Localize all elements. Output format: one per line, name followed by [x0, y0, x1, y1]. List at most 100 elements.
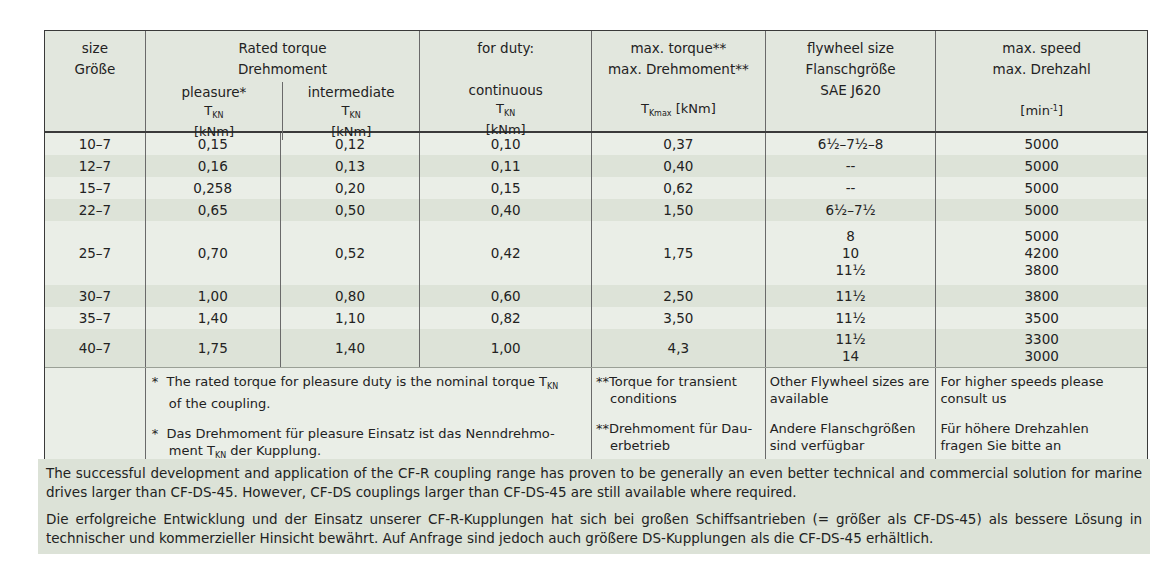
- header-flywheel-size: flywheel size Flanschgröße SAE J620: [766, 31, 937, 131]
- cell-max-torque: 3,50: [592, 307, 766, 329]
- table-row: 40–7 1,75 1,40 1,00 4,3 11½ 14 3300 3000: [45, 329, 1147, 367]
- table-row: 12–7 0,16 0,13 0,11 0,40 -- 5000: [45, 155, 1147, 177]
- cell-pleasure: 0,16: [146, 155, 281, 177]
- cell-size: 10–7: [45, 133, 146, 155]
- cell-speed: 5000 4200 3800: [936, 221, 1147, 285]
- cell-flywheel: 11½: [766, 307, 937, 329]
- cell-intermediate: 0,20: [281, 177, 421, 199]
- footnote-rated-en: * The rated torque for pleasure duty is …: [152, 373, 585, 412]
- tkn-symbol: TKN: [342, 103, 361, 124]
- header-size: size Größe: [45, 31, 146, 131]
- cell-max-torque: 0,62: [592, 177, 766, 199]
- footnote-speed-de: Für höhere Drehzahlen fragen Sie bitte a…: [940, 420, 1143, 454]
- cell-continuous: 1,00: [420, 329, 592, 367]
- tkn-symbol: TKN: [496, 101, 515, 122]
- cell-intermediate: 1,40: [281, 329, 421, 367]
- table-row: 22–7 0,65 0,50 0,40 1,50 6½–7½ 5000: [45, 199, 1147, 221]
- cell-continuous: 0,60: [420, 285, 592, 307]
- cell-intermediate: 0,13: [281, 155, 421, 177]
- header-max-torque-title: max. torque** max. Drehmoment**: [608, 38, 749, 80]
- cell-speed: 3800: [936, 285, 1147, 307]
- cell-continuous: 0,11: [420, 155, 592, 177]
- cell-flywheel: --: [766, 177, 937, 199]
- cell-continuous: 0,42: [420, 221, 592, 285]
- cell-size: 15–7: [45, 177, 146, 199]
- cell-flywheel: 8 10 11½: [766, 221, 937, 285]
- description-paragraph-en: The successful development and applicati…: [46, 464, 1142, 502]
- cell-pleasure: 0,258: [146, 177, 281, 199]
- footnote-empty-cell: [45, 368, 146, 468]
- tkmax-symbol: TKmax [kNm]: [641, 101, 716, 122]
- header-intermediate: intermediate TKN [kNm]: [282, 82, 419, 140]
- cell-continuous: 0,10: [420, 133, 592, 155]
- cell-continuous: 0,15: [420, 177, 592, 199]
- cell-max-torque: 1,50: [592, 199, 766, 221]
- cell-pleasure: 1,40: [146, 307, 281, 329]
- footnote-flywheel: Other Flywheel sizes are available Ander…: [766, 368, 937, 468]
- header-rated-torque: Rated torque Drehmoment pleasure* TKN [k…: [146, 31, 421, 131]
- description-block: The successful development and applicati…: [38, 459, 1150, 554]
- footnote-max-torque: **Torque for transient conditions **Dreh…: [592, 368, 766, 468]
- cell-speed: 5000: [936, 177, 1147, 199]
- cell-flywheel: 11½: [766, 285, 937, 307]
- cell-max-torque: 0,37: [592, 133, 766, 155]
- header-pleasure-label: pleasure*: [182, 82, 247, 103]
- cell-speed: 5000: [936, 155, 1147, 177]
- cell-pleasure: 0,70: [146, 221, 281, 285]
- header-flywheel-title: flywheel size Flanschgröße SAE J620: [805, 38, 895, 101]
- cell-intermediate: 0,52: [281, 221, 421, 285]
- cell-continuous: 0,82: [420, 307, 592, 329]
- cell-size: 35–7: [45, 307, 146, 329]
- table-row: 15–7 0,258 0,20 0,15 0,62 -- 5000: [45, 177, 1147, 199]
- cell-pleasure: 0,65: [146, 199, 281, 221]
- footnote-max-torque-de: **Drehmoment für Dau- erbetrieb: [596, 420, 761, 454]
- header-max-speed-title: max. speed max. Drehzahl: [993, 38, 1091, 80]
- header-max-speed: max. speed max. Drehzahl [min-1]: [936, 31, 1147, 131]
- cell-max-torque: 1,75: [592, 221, 766, 285]
- tkn-symbol: TKN: [204, 103, 223, 124]
- cell-size: 40–7: [45, 329, 146, 367]
- header-continuous-label: continuous: [469, 80, 543, 101]
- cell-pleasure: 0,15: [146, 133, 281, 155]
- cell-continuous: 0,40: [420, 199, 592, 221]
- cell-pleasure: 1,75: [146, 329, 281, 367]
- cell-flywheel: 6½–7½–8: [766, 133, 937, 155]
- table-row: 35–7 1,40 1,10 0,82 3,50 11½ 3500: [45, 307, 1147, 329]
- cell-intermediate: 0,12: [281, 133, 421, 155]
- table-row: 30–7 1,00 0,80 0,60 2,50 11½ 3800: [45, 285, 1147, 307]
- cell-speed: 3300 3000: [936, 329, 1147, 367]
- footnote-max-torque-en: **Torque for transient conditions: [596, 373, 761, 407]
- table-header: size Größe Rated torque Drehmoment pleas…: [45, 31, 1147, 133]
- cell-intermediate: 0,50: [281, 199, 421, 221]
- footnote-flywheel-en: Other Flywheel sizes are available: [770, 373, 932, 407]
- footnote-speed: For higher speeds please consult us Für …: [936, 368, 1147, 468]
- table-row: 25–7 0,70 0,52 0,42 1,75 8 10 11½ 5000 4…: [45, 221, 1147, 285]
- footnote-speed-en: For higher speeds please consult us: [940, 373, 1143, 407]
- cell-speed: 5000: [936, 199, 1147, 221]
- min-unit: [min-1]: [1020, 101, 1063, 119]
- cell-max-torque: 4,3: [592, 329, 766, 367]
- header-rated-torque-title: Rated torque Drehmoment: [238, 38, 327, 80]
- header-pleasure: pleasure* TKN [kNm]: [146, 82, 282, 140]
- cell-speed: 3500: [936, 307, 1147, 329]
- specification-table: size Größe Rated torque Drehmoment pleas…: [44, 30, 1148, 469]
- header-max-torque: max. torque** max. Drehmoment** TKmax [k…: [592, 31, 766, 131]
- table-row: 10–7 0,15 0,12 0,10 0,37 6½–7½–8 5000: [45, 133, 1147, 155]
- cell-size: 22–7: [45, 199, 146, 221]
- header-rated-torque-subcolumns: pleasure* TKN [kNm] intermediate TKN [kN…: [146, 82, 420, 140]
- cell-pleasure: 1,00: [146, 285, 281, 307]
- header-for-duty-title: for duty:: [477, 38, 534, 59]
- footnote-row: * The rated torque for pleasure duty is …: [45, 367, 1147, 468]
- cell-intermediate: 0,80: [281, 285, 421, 307]
- description-paragraph-de: Die erfolgreiche Entwicklung und der Ein…: [46, 510, 1142, 548]
- cell-intermediate: 1,10: [281, 307, 421, 329]
- cell-size: 30–7: [45, 285, 146, 307]
- footnote-flywheel-de: Andere Flanschgrößen sind verfügbar: [770, 420, 932, 454]
- cell-flywheel: 11½ 14: [766, 329, 937, 367]
- cell-size: 25–7: [45, 221, 146, 285]
- cell-max-torque: 2,50: [592, 285, 766, 307]
- cell-speed: 5000: [936, 133, 1147, 155]
- cell-max-torque: 0,40: [592, 155, 766, 177]
- header-size-label: size Größe: [75, 38, 116, 80]
- header-intermediate-label: intermediate: [308, 82, 395, 103]
